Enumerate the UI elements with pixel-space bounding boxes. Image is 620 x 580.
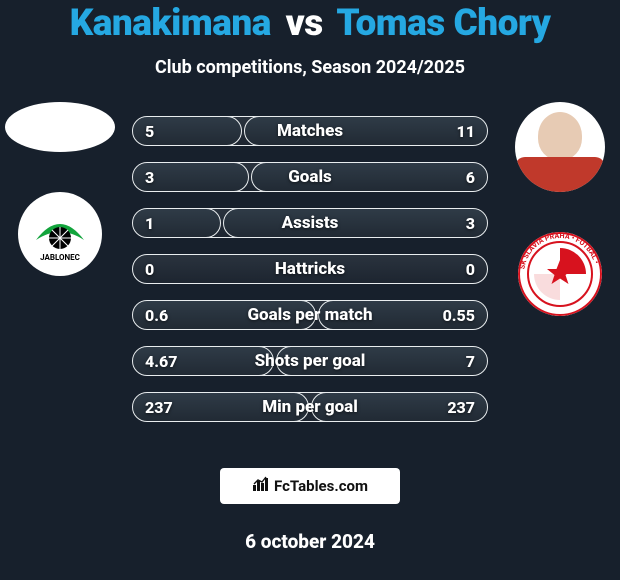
stat-row: 13Assists [132,208,488,238]
subtitle: Club competitions, Season 2024/2025 [0,57,620,78]
stat-row: 36Goals [132,162,488,192]
player1-avatar [5,102,115,152]
slavia-logo-icon: SK SLAVIA PRAHA • FOTBAL • [518,232,602,316]
stat-label: Shots per goal [133,351,487,371]
player1-name: Kanakimana [70,2,271,45]
stat-label: Assists [133,213,487,233]
comparison-title: Kanakimana vs Tomas Chory [0,0,620,45]
comparison-content: JABLONEC SK SLAVIA PRAHA • FOTBAL • 511M… [0,102,620,462]
stat-label: Goals [133,167,487,187]
brand-strip: FcTables.com [220,468,400,504]
stat-row: 00Hattricks [132,254,488,284]
footer-date: 6 october 2024 [0,530,620,553]
stat-row: 0.60.55Goals per match [132,300,488,330]
svg-text:JABLONEC: JABLONEC [40,253,80,262]
stat-label: Goals per match [133,305,487,325]
bar-chart-icon [252,476,270,496]
brand-text: FcTables.com [274,477,368,495]
stat-row: 511Matches [132,116,488,146]
stat-label: Min per goal [133,397,487,417]
right-column: SK SLAVIA PRAHA • FOTBAL • [500,102,620,316]
player2-club-logo: SK SLAVIA PRAHA • FOTBAL • [518,232,602,316]
player2-avatar [515,102,605,192]
stat-label: Hattricks [133,259,487,279]
stats-bars: 511Matches 36Goals 13Assists 00Hattricks 0.6… [132,116,488,422]
player2-name: Tomas Chory [336,2,550,45]
jablonec-logo-icon: JABLONEC [26,200,94,268]
stat-row: 4.677Shots per goal [132,346,488,376]
stat-label: Matches [133,121,487,141]
player1-club-logo: JABLONEC [18,192,102,276]
vs-label: vs [286,2,323,45]
left-column: JABLONEC [0,102,120,276]
stat-row: 237237Min per goal [132,392,488,422]
